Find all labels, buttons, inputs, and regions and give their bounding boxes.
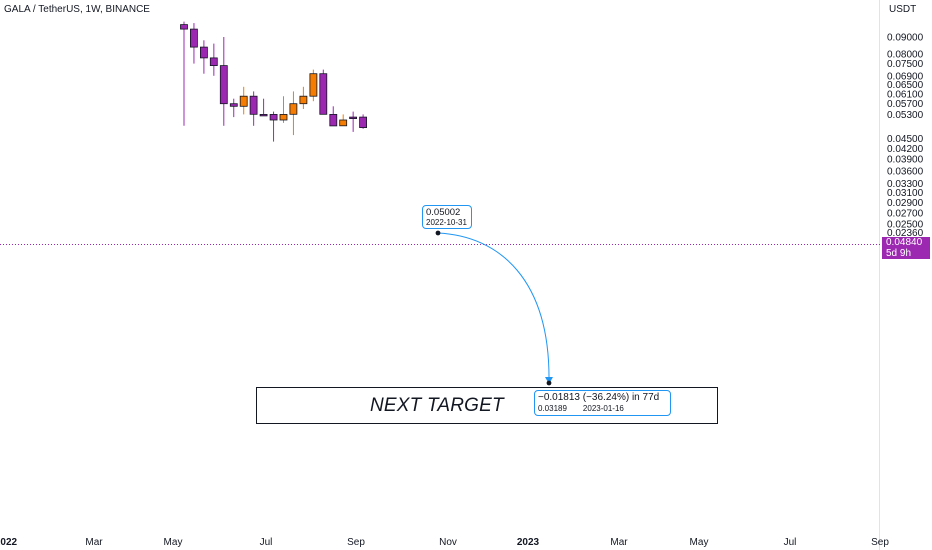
projection-start-point[interactable] (435, 230, 441, 236)
candle-body-9 (269, 114, 278, 121)
price-tick-1: 0.08000 (887, 50, 924, 61)
current-price-tag[interactable]: 0.04840 5d 9h (882, 237, 930, 259)
price-axis: USDT0.090000.080000.075000.069000.065000… (887, 4, 924, 257)
symbol-title: GALA / TetherUS, 1W, BINANCE (4, 4, 150, 15)
candle-body-16 (339, 119, 348, 127)
time-tick-0: 2022 (0, 537, 18, 548)
price-axis-currency: USDT (889, 4, 916, 15)
candle-body-4 (219, 65, 228, 105)
time-axis: 2022 Mar May Jul Sep Nov 2023 Mar May Jul Sep (0, 537, 889, 548)
candle-body-15 (329, 114, 338, 127)
price-tick-7: 0.05300 (887, 110, 924, 121)
price-tick-3: 0.06900 (887, 71, 924, 82)
candle-body-3 (209, 57, 218, 67)
price-tick-10: 0.03900 (887, 155, 924, 166)
price-tick-0: 0.09000 (887, 33, 924, 44)
end-date: 2023-01-16 (582, 404, 624, 413)
price-tick-11: 0.03600 (887, 166, 924, 177)
candle-body-8 (259, 114, 268, 117)
time-tick-10: Sep (871, 537, 889, 548)
price-tick-8: 0.04500 (887, 134, 924, 145)
candle-body-12 (299, 95, 308, 105)
current-price-countdown: 5d 9h (886, 248, 912, 259)
end-price: 0.03189 (538, 404, 567, 413)
start-price: 0.05002 (426, 207, 461, 218)
price-tick-13: 0.03100 (887, 188, 924, 199)
candle-body-6 (239, 95, 248, 107)
price-tick-6: 0.05700 (887, 99, 924, 110)
current-price-value: 0.04840 (886, 237, 923, 248)
candle-body-1 (189, 28, 198, 48)
candle-body-2 (199, 46, 208, 59)
time-tick-9: Jul (784, 537, 797, 548)
projection-result-callout[interactable]: −0.01813 (−36.24%) in 77d 0.03189 2023-01… (534, 390, 671, 416)
price-tick-16: 0.02500 (887, 220, 924, 231)
candle-body-5 (229, 103, 238, 107)
price-tick-12: 0.03300 (887, 179, 924, 190)
candle-body-0 (180, 24, 188, 30)
candle-body-18 (359, 116, 368, 128)
start-date: 2022-10-31 (426, 218, 467, 227)
candle-body-13 (309, 73, 318, 97)
time-tick-8: May (690, 537, 709, 548)
time-tick-4: Sep (347, 537, 365, 548)
time-tick-1: Mar (85, 537, 103, 548)
candle-body-10 (279, 114, 288, 121)
time-tick-5: Nov (439, 537, 457, 548)
time-tick-6: 2023 (517, 537, 540, 548)
price-tick-4: 0.06500 (887, 80, 924, 91)
price-tick-5: 0.06100 (887, 89, 924, 100)
candle-body-14 (319, 73, 328, 115)
candle-body-17 (349, 116, 358, 119)
projection-end-point[interactable] (546, 380, 552, 386)
next-target-label: NEXT TARGET (370, 395, 504, 416)
price-tick-15: 0.02700 (887, 208, 924, 219)
time-tick-3: Jul (260, 537, 273, 548)
price-tick-14: 0.02900 (887, 198, 924, 209)
candle-body-11 (289, 103, 298, 115)
projection-change: −0.01813 (−36.24%) in 77d (538, 392, 660, 403)
time-tick-2: May (164, 537, 183, 548)
projection-arrowhead (545, 377, 553, 384)
candles-group (180, 21, 368, 142)
candle-body-7 (249, 95, 258, 115)
projection-curve (437, 232, 550, 382)
price-tick-17: 0.02360 (887, 228, 924, 239)
price-tick-2: 0.07500 (887, 59, 924, 70)
start-price-callout[interactable]: 0.05002 2022-10-31 (422, 205, 472, 229)
price-tick-9: 0.04200 (887, 144, 924, 155)
time-tick-7: Mar (610, 537, 628, 548)
